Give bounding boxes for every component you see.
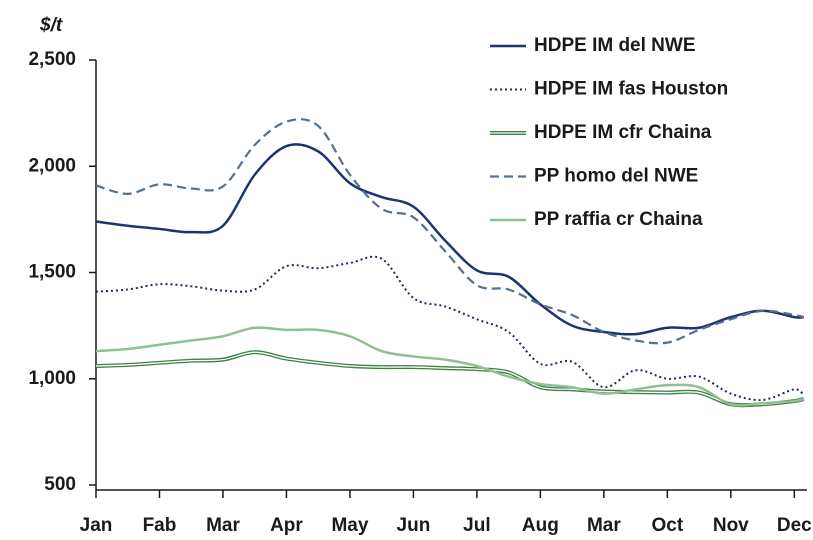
x-tick-label: Fab — [143, 515, 177, 536]
x-tick-label: Jan — [80, 515, 113, 536]
legend-label: PP homo del NWE — [534, 166, 698, 187]
x-tick-label: Aug — [522, 515, 559, 536]
x-tick-label: Mar — [587, 515, 621, 536]
legend-label: PP raffia cr Chaina — [534, 209, 703, 230]
x-tick-label: Dec — [777, 515, 812, 536]
x-tick-label: Apr — [270, 515, 303, 536]
series-line — [95, 351, 804, 406]
series-line — [95, 143, 804, 336]
y-tick-label: 500 — [44, 474, 76, 495]
y-tick-label: 1,500 — [28, 262, 76, 283]
x-tick-label: Oct — [651, 515, 683, 536]
series-line — [95, 326, 805, 407]
legend-label: HDPE IM fas Houston — [534, 79, 728, 100]
x-tick-label: Nov — [713, 515, 749, 536]
series-line — [95, 118, 805, 345]
legend-label: HDPE IM del NWE — [534, 35, 696, 56]
x-tick-label: May — [331, 515, 368, 536]
y-tick-label: 2,500 — [28, 49, 76, 70]
y-tick-label: 2,000 — [28, 155, 76, 176]
series-line — [95, 255, 805, 402]
y-tick-label: 1,000 — [28, 368, 76, 389]
x-tick-label: Mar — [206, 515, 240, 536]
legend-label: HDPE IM cfr Chaina — [534, 122, 712, 143]
x-tick-label: Jul — [463, 515, 490, 536]
x-tick-label: Jun — [397, 515, 431, 536]
y-axis-label: $/t — [39, 15, 63, 36]
